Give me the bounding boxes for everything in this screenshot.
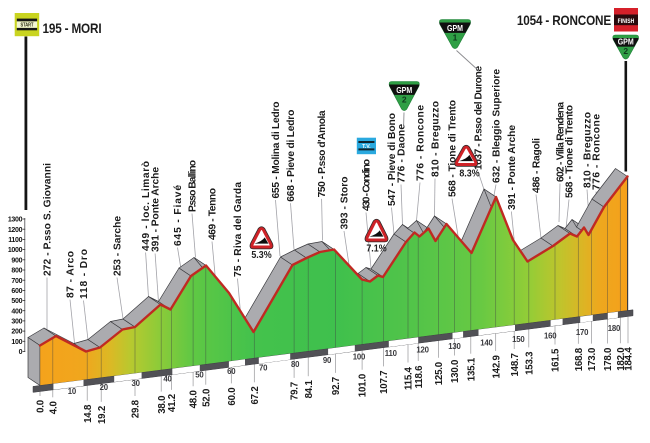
svg-text:101.0: 101.0 — [357, 373, 368, 397]
svg-text:52.0: 52.0 — [201, 388, 212, 407]
svg-text:79.7: 79.7 — [289, 381, 300, 400]
svg-text:1054 - RONCONE: 1054 - RONCONE — [517, 13, 611, 28]
svg-text:1100: 1100 — [8, 237, 22, 244]
svg-text:900: 900 — [11, 257, 22, 264]
svg-text:50: 50 — [195, 371, 204, 380]
svg-text:100: 100 — [353, 353, 366, 362]
svg-text:P.sso Ballino: P.sso Ballino — [187, 160, 198, 212]
svg-text:150: 150 — [512, 335, 525, 344]
svg-text:48.0: 48.0 — [188, 390, 199, 409]
svg-text:8.3%: 8.3% — [459, 168, 480, 180]
svg-text:1000: 1000 — [8, 247, 23, 254]
svg-text:20: 20 — [100, 383, 109, 392]
svg-text:92.7: 92.7 — [331, 376, 342, 395]
svg-text:170: 170 — [576, 328, 589, 337]
svg-text:140: 140 — [480, 338, 493, 347]
svg-text:776 - Daone: 776 - Daone — [396, 124, 407, 183]
svg-text:14.8: 14.8 — [83, 404, 94, 423]
svg-text:40: 40 — [163, 375, 172, 384]
svg-text:2: 2 — [402, 94, 407, 104]
svg-text:FINISH: FINISH — [618, 19, 635, 26]
svg-text:118 - Dro: 118 - Dro — [79, 249, 90, 299]
svg-text:655 - Molina di Ledro: 655 - Molina di Ledro — [271, 102, 282, 199]
svg-text:1300: 1300 — [8, 217, 23, 224]
svg-text:4.0: 4.0 — [48, 401, 59, 414]
svg-text:60: 60 — [227, 367, 236, 376]
svg-text:700: 700 — [11, 278, 22, 285]
svg-text:7.1%: 7.1% — [366, 243, 387, 255]
svg-text:80: 80 — [291, 360, 300, 369]
svg-text:750 - P.sso d'Amola: 750 - P.sso d'Amola — [317, 110, 328, 197]
svg-text:110: 110 — [385, 349, 398, 358]
svg-text:10: 10 — [68, 387, 77, 396]
svg-text:130.0: 130.0 — [450, 359, 461, 383]
svg-text:0.0: 0.0 — [35, 399, 46, 412]
svg-text:500: 500 — [11, 298, 22, 305]
svg-text:1: 1 — [453, 32, 458, 42]
svg-text:67.2: 67.2 — [250, 386, 261, 405]
svg-text:120: 120 — [416, 346, 429, 355]
svg-text:469 - Tenno: 469 - Tenno — [207, 188, 218, 240]
svg-text:60.0: 60.0 — [227, 387, 238, 406]
svg-text:400: 400 — [11, 308, 22, 315]
svg-text:800: 800 — [11, 268, 22, 275]
svg-text:160: 160 — [544, 331, 557, 340]
svg-text:135.1: 135.1 — [466, 357, 477, 381]
svg-text:84.1: 84.1 — [304, 380, 315, 399]
svg-text:130: 130 — [448, 342, 461, 351]
svg-text:29.8: 29.8 — [130, 400, 141, 419]
svg-text:161.5: 161.5 — [550, 348, 561, 372]
svg-text:START: START — [20, 22, 33, 28]
svg-text:148.7: 148.7 — [510, 353, 521, 377]
svg-text:70: 70 — [259, 363, 268, 372]
svg-text:1200: 1200 — [8, 227, 23, 234]
svg-text:391 - Ponte Arche: 391 - Ponte Arche — [151, 167, 162, 252]
svg-text:184.4: 184.4 — [623, 347, 634, 371]
svg-text:0: 0 — [19, 349, 23, 356]
svg-text:168.8: 168.8 — [574, 347, 585, 371]
svg-text:118.6: 118.6 — [414, 365, 425, 388]
svg-text:300: 300 — [11, 319, 22, 326]
svg-text:253 - Sarche: 253 - Sarche — [112, 216, 123, 276]
svg-text:100: 100 — [11, 339, 22, 346]
svg-text:T.V.: T.V. — [362, 144, 371, 150]
svg-text:41.2: 41.2 — [167, 393, 178, 412]
svg-text:19.2: 19.2 — [97, 405, 108, 424]
svg-text:173.0: 173.0 — [587, 347, 598, 371]
svg-text:2: 2 — [623, 46, 628, 56]
svg-text:180: 180 — [608, 324, 621, 333]
svg-text:90: 90 — [323, 356, 332, 365]
svg-text:1037 - P.sso del Durone: 1037 - P.sso del Durone — [473, 66, 484, 170]
svg-text:178.0: 178.0 — [603, 347, 614, 371]
svg-text:776 - Roncone: 776 - Roncone — [415, 105, 426, 181]
svg-text:107.7: 107.7 — [379, 370, 390, 394]
svg-text:645 - Fiavé: 645 - Fiavé — [173, 185, 184, 246]
svg-text:568 - Tione di Trento: 568 - Tione di Trento — [564, 105, 575, 198]
svg-text:393 - Storo: 393 - Storo — [339, 177, 350, 230]
svg-text:30: 30 — [132, 379, 141, 388]
svg-text:632 - Bleggio Superiore: 632 - Bleggio Superiore — [491, 69, 502, 183]
svg-text:568 - Tione di Trento: 568 - Tione di Trento — [447, 100, 458, 197]
svg-text:668 - Pieve di Ledro: 668 - Pieve di Ledro — [286, 110, 297, 202]
svg-text:391 - Ponte Arche: 391 - Ponte Arche — [507, 125, 518, 210]
svg-text:5.3%: 5.3% — [251, 249, 272, 261]
svg-text:153.3: 153.3 — [524, 351, 535, 375]
svg-text:195 - MORI: 195 - MORI — [43, 21, 102, 36]
svg-text:272 - P.sso S. Giovanni: 272 - P.sso S. Giovanni — [42, 163, 53, 276]
svg-text:142.9: 142.9 — [491, 355, 502, 379]
svg-text:776 - Roncone: 776 - Roncone — [591, 114, 602, 190]
svg-text:200: 200 — [11, 329, 22, 336]
svg-text:600: 600 — [11, 288, 22, 295]
svg-text:430 - Condino: 430 - Condino — [361, 159, 372, 211]
svg-text:125.0: 125.0 — [434, 361, 445, 385]
svg-text:87 - Arco: 87 - Arco — [65, 251, 76, 298]
svg-text:75 - Riva del Garda: 75 - Riva del Garda — [233, 182, 244, 277]
svg-text:486 - Ragoli: 486 - Ragoli — [531, 138, 542, 193]
svg-text:810 - Breguzzo: 810 - Breguzzo — [430, 101, 441, 177]
